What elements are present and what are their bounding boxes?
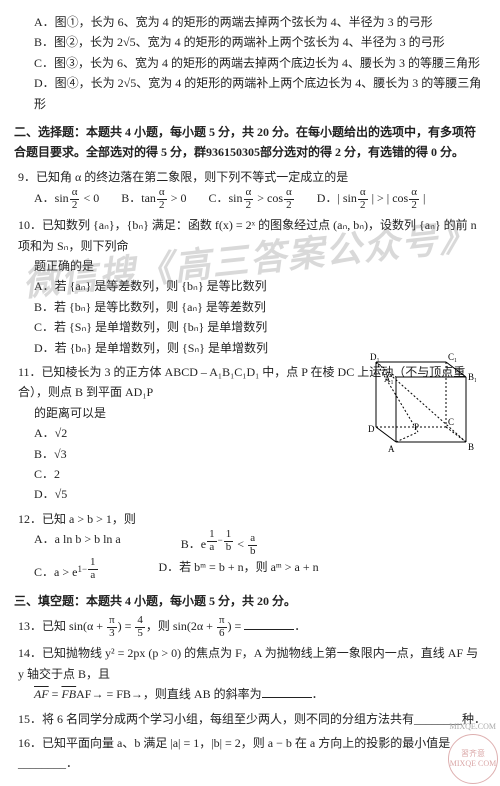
q10-stem-b: 题正确的是 (34, 256, 486, 276)
q13: 13．已知 sin(α + π3) = 45，则 sin(2α + π6) = … (18, 615, 486, 639)
svg-text:A: A (388, 444, 395, 454)
footer-url: MIXQE.COM (450, 720, 496, 734)
blank (244, 618, 294, 630)
q12-opt-a: A．a ln b > b ln a (34, 529, 121, 557)
q12-opt-b: B．e1a−1b < ab (181, 529, 259, 557)
q15: 15．将 6 名同学分成两个学习小组，每组至少两人，则不同的分组方法共有____… (18, 709, 486, 729)
q16: 16．已知平面向量 a、b 满足 |a| = 1，|b| = 2，则 a − b… (18, 733, 486, 774)
q10-opt-c: C．若 {Sₙ} 是单增数列，则 {bₙ} 是单增数列 (34, 317, 267, 337)
q9-opt-a: A．sinα2 < 0 (34, 187, 99, 211)
blank (262, 686, 312, 698)
svg-text:D₁: D₁ (370, 352, 380, 362)
q11-opt-d: D．√5 (34, 484, 486, 504)
q9-stem: 9．已知角 α 的终边落在第二象限，则下列不等式一定成立的是 (18, 167, 486, 187)
svg-text:B: B (468, 442, 474, 452)
q11-opt-c: C．2 (34, 464, 486, 484)
section-2-heading: 二、选择题：本题共 4 小题，每小题 5 分，共 20 分。在每小题给出的选项中… (14, 122, 486, 163)
q12-opt-d: D．若 bᵐ = b + n，则 aᵐ > a + n (159, 557, 319, 583)
q12-stem: 12．已知 a > b > 1，则 (18, 509, 486, 529)
svg-text:C: C (448, 417, 454, 427)
svg-text:C₁: C₁ (448, 352, 457, 362)
q10-opt-d: D．若 {bₙ} 是单增数列，则 {Sₙ} 是单增数列 (34, 338, 268, 358)
section-3-heading: 三、填空题：本题共 4 小题，每小题 5 分，共 20 分。 (14, 591, 486, 611)
q14-l1: 14．已知抛物线 y² = 2px (p > 0) 的焦点为 F，A 为抛物线上… (18, 643, 486, 684)
q9-opt-b: B．tanα2 > 0 (121, 187, 186, 211)
cube-diagram: D₁ C₁ A₁ B₁ D C A B P (356, 352, 476, 462)
svg-text:B₁: B₁ (468, 372, 476, 382)
q8-opt-b: B．图②，长为 2√5、宽为 4 的矩形的两端补上两个弦长为 4、半径为 3 的… (34, 32, 486, 52)
svg-text:D: D (368, 424, 375, 434)
q9-opt-c: C．sinα2 > cosα2 (208, 187, 294, 211)
q10-stem-a: 10．已知数列 {aₙ}，{bₙ} 满足：函数 f(x) = 2ˣ 的图象经过点… (18, 215, 486, 256)
q9-opt-d: D．| sinα2 | > | cosα2 | (317, 187, 426, 211)
q14-l2: AF = FBAF→ = FB→，则直线 AB 的斜率为． (34, 684, 486, 704)
q8-opt-c: C．图③，长为 6、宽为 4 的矩形的两端去掉两个底边长为 4、腰长为 3 的等… (34, 53, 486, 73)
q12-opt-c: C．a > e1−1a (34, 557, 99, 583)
svg-text:P: P (414, 422, 419, 432)
svg-text:A₁: A₁ (384, 374, 394, 384)
q10-opt-a: A．若 {aₙ} 是等差数列，则 {bₙ} 是等比数列 (34, 276, 267, 296)
q10-opt-b: B．若 {bₙ} 是等比数列，则 {aₙ} 是等差数列 (34, 297, 266, 317)
q8-opt-a: A．图①，长为 6、宽为 4 的矩形的两端去掉两个弦长为 4、半径为 3 的弓形 (34, 12, 486, 32)
q8-opt-d: D．图④，长为 2√5、宽为 4 的矩形的两端补上两个底边长为 4、腰长为 3 … (34, 73, 486, 114)
